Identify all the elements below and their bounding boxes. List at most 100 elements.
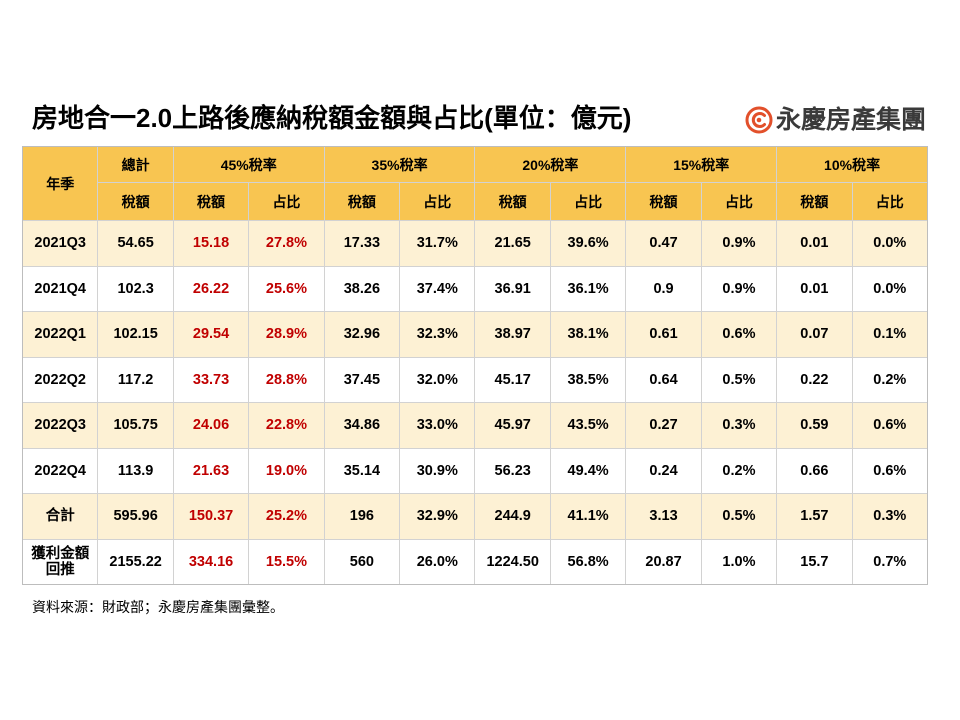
tax-amount-cell: 0.66 (777, 448, 852, 493)
share-cell: 28.9% (249, 312, 324, 357)
brand-logo-icon (745, 106, 773, 134)
share-cell: 0.7% (852, 539, 927, 584)
tax-amount-cell: 595.96 (98, 494, 173, 539)
group-header-10: 10%稅率 (777, 147, 927, 182)
share-cell: 0.9% (701, 266, 777, 311)
tax-amount-cell: 150.37 (173, 494, 249, 539)
tax-amount-subheader: 稅額 (475, 183, 550, 220)
tax-amount-cell: 0.01 (777, 221, 852, 266)
share-cell: 31.7% (400, 221, 475, 266)
tax-amount-cell: 196 (324, 494, 400, 539)
tax-amount-subheader: 稅額 (626, 183, 701, 220)
share-subheader: 占比 (400, 183, 475, 220)
share-cell: 32.3% (400, 312, 475, 357)
period-cell: 合計 (23, 494, 98, 539)
tax-amount-subheader: 稅額 (173, 183, 249, 220)
share-cell: 19.0% (249, 448, 324, 493)
share-cell: 0.3% (701, 403, 777, 448)
share-cell: 0.0% (852, 221, 927, 266)
group-header-35: 35%稅率 (324, 147, 475, 182)
tax-amount-cell: 15.18 (173, 221, 249, 266)
share-subheader: 占比 (852, 183, 927, 220)
share-cell: 49.4% (550, 448, 626, 493)
share-subheader: 占比 (249, 183, 324, 220)
tax-amount-subheader: 稅額 (98, 183, 173, 220)
share-cell: 0.6% (852, 403, 927, 448)
share-cell: 25.2% (249, 494, 324, 539)
tax-amount-cell: 37.45 (324, 357, 400, 402)
share-cell: 28.8% (249, 357, 324, 402)
period-cell: 2021Q4 (23, 266, 98, 311)
share-cell: 0.5% (701, 357, 777, 402)
tax-amount-cell: 38.26 (324, 266, 400, 311)
group-header-45: 45%稅率 (173, 147, 324, 182)
share-subheader: 占比 (701, 183, 777, 220)
share-cell: 32.0% (400, 357, 475, 402)
tax-amount-cell: 560 (324, 539, 400, 584)
source-note: 資料來源：財政部；永慶房產集團彙整。 (32, 599, 284, 615)
tax-amount-cell: 56.23 (475, 448, 550, 493)
tax-amount-cell: 0.47 (626, 221, 701, 266)
tax-amount-cell: 2155.22 (98, 539, 173, 584)
tax-amount-cell: 24.06 (173, 403, 249, 448)
tax-amount-cell: 26.22 (173, 266, 249, 311)
share-cell: 38.1% (550, 312, 626, 357)
share-cell: 27.8% (249, 221, 324, 266)
tax-amount-cell: 34.86 (324, 403, 400, 448)
share-cell: 0.1% (852, 312, 927, 357)
tax-amount-cell: 17.33 (324, 221, 400, 266)
period-cell: 2022Q4 (23, 448, 98, 493)
tax-amount-cell: 0.24 (626, 448, 701, 493)
share-cell: 33.0% (400, 403, 475, 448)
share-cell: 0.6% (701, 312, 777, 357)
tax-amount-cell: 33.73 (173, 357, 249, 402)
tax-amount-cell: 35.14 (324, 448, 400, 493)
tax-amount-cell: 0.07 (777, 312, 852, 357)
tax-amount-cell: 334.16 (173, 539, 249, 584)
share-cell: 30.9% (400, 448, 475, 493)
share-cell: 25.6% (249, 266, 324, 311)
tax-amount-cell: 117.2 (98, 357, 173, 402)
period-cell: 2022Q3 (23, 403, 98, 448)
tax-amount-cell: 45.17 (475, 357, 550, 402)
tax-amount-cell: 29.54 (173, 312, 249, 357)
group-header-15: 15%稅率 (626, 147, 777, 182)
share-cell: 39.6% (550, 221, 626, 266)
tax-amount-cell: 244.9 (475, 494, 550, 539)
tax-amount-cell: 54.65 (98, 221, 173, 266)
share-cell: 0.9% (701, 221, 777, 266)
tax-amount-cell: 45.97 (475, 403, 550, 448)
tax-amount-cell: 0.27 (626, 403, 701, 448)
tax-amount-cell: 20.87 (626, 539, 701, 584)
share-cell: 56.8% (550, 539, 626, 584)
tax-amount-cell: 21.65 (475, 221, 550, 266)
tax-amount-cell: 0.22 (777, 357, 852, 402)
share-cell: 22.8% (249, 403, 324, 448)
share-cell: 32.9% (400, 494, 475, 539)
tax-amount-cell: 113.9 (98, 448, 173, 493)
period-cell: 獲利金額 回推 (23, 539, 98, 584)
tax-amount-cell: 0.9 (626, 266, 701, 311)
share-cell: 26.0% (400, 539, 475, 584)
share-cell: 1.0% (701, 539, 777, 584)
share-cell: 15.5% (249, 539, 324, 584)
share-cell: 0.0% (852, 266, 927, 311)
brand-logo-text: 永慶房產集團 (776, 106, 927, 134)
tax-amount-cell: 32.96 (324, 312, 400, 357)
share-cell: 0.2% (701, 448, 777, 493)
tax-amount-cell: 36.91 (475, 266, 550, 311)
tax-amount-cell: 105.75 (98, 403, 173, 448)
share-cell: 43.5% (550, 403, 626, 448)
tax-amount-cell: 0.61 (626, 312, 701, 357)
tax-amount-cell: 102.3 (98, 266, 173, 311)
share-cell: 41.1% (550, 494, 626, 539)
tax-amount-cell: 1.57 (777, 494, 852, 539)
tax-amount-cell: 1224.50 (475, 539, 550, 584)
row-header-cell: 年季 (23, 147, 98, 220)
brand-logo: 永慶房產集團 (745, 106, 926, 134)
share-cell: 0.2% (852, 357, 927, 402)
period-cell: 2022Q1 (23, 312, 98, 357)
page-title: 房地合一2.0上路後應納稅額金額與占比(單位：億元) (32, 103, 632, 133)
share-cell: 0.3% (852, 494, 927, 539)
tax-amount-cell: 0.01 (777, 266, 852, 311)
